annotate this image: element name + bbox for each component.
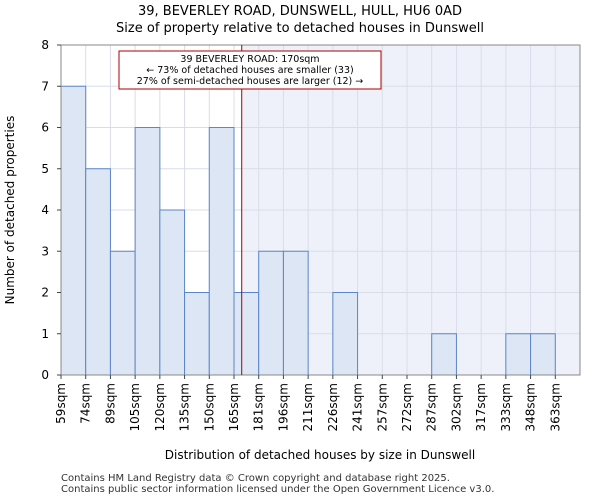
y-tick-label: 5 (41, 162, 49, 176)
y-tick-label: 3 (41, 244, 49, 258)
x-tick-label: 348sqm (524, 383, 538, 431)
x-tick-label: 211sqm (301, 383, 315, 431)
axes-group: 0 1 2 3 4 5 6 7 8 59sqm 74sqm 89sqm 105sqm 120sqm 135s… (41, 38, 581, 431)
chart-title-block: 39, BEVERLEY ROAD, DUNSWELL, HULL, HU6 0… (0, 3, 600, 37)
histogram-bar (184, 292, 210, 376)
x-tick-label: 226sqm (326, 383, 340, 431)
x-tick-label: 89sqm (103, 383, 117, 424)
x-tick-label: 241sqm (351, 383, 365, 431)
x-tick-label: 272sqm (400, 383, 414, 431)
x-tick-label: 74sqm (79, 383, 93, 424)
annotation-line: ← 73% of detached houses are smaller (33… (146, 65, 353, 76)
y-axis-label: Number of detached properties (3, 116, 17, 305)
histogram-bar (60, 85, 87, 376)
histogram-bar (505, 333, 532, 376)
histogram-bar (85, 168, 111, 376)
x-tick-label: 59sqm (54, 383, 68, 424)
footer: Contains HM Land Registry data © Crown c… (61, 473, 494, 495)
x-axis-label: Distribution of detached houses by size … (165, 448, 475, 462)
histogram-bar (208, 127, 235, 376)
x-tick-label: 105sqm (128, 383, 142, 431)
x-tick-label: 287sqm (425, 383, 439, 431)
histogram-bar (258, 250, 284, 376)
x-tick-label: 135sqm (178, 383, 192, 431)
y-tick-label: 1 (41, 327, 49, 341)
y-tick-label: 6 (41, 121, 49, 135)
histogram-bar (332, 292, 359, 376)
x-tick-label: 317sqm (474, 383, 488, 431)
y-tick-label: 0 (41, 368, 49, 382)
histogram-bar (109, 250, 136, 376)
y-tick-label: 8 (41, 38, 49, 52)
x-tick-label: 257sqm (375, 383, 389, 431)
y-tick-label: 7 (41, 79, 49, 93)
histogram-bar (159, 209, 186, 376)
x-tick-label: 363sqm (548, 383, 562, 431)
x-tick-label: 120sqm (153, 383, 167, 431)
y-tick-label: 4 (41, 203, 49, 217)
chart-subtitle: Size of property relative to detached ho… (116, 21, 484, 36)
footer-line-1: Contains HM Land Registry data © Crown c… (61, 473, 450, 484)
x-tick-label: 181sqm (252, 383, 266, 431)
marker-group: 39 BEVERLEY ROAD: 170sqm← 73% of detache… (118, 45, 382, 375)
annotation-box (118, 50, 382, 90)
histogram-bar (233, 292, 260, 376)
chart-title: 39, BEVERLEY ROAD, DUNSWELL, HULL, HU6 0… (137, 4, 463, 19)
x-tick-label: 150sqm (202, 383, 216, 431)
histogram-bar (134, 127, 161, 376)
x-tick-label: 196sqm (276, 383, 290, 431)
footer-line-2: Contains public sector information licen… (61, 484, 495, 495)
annotation-line: 39 BEVERLEY ROAD: 170sqm (180, 54, 319, 65)
x-tick-label: 333sqm (499, 383, 513, 431)
histogram-bar (282, 250, 309, 376)
x-tick-label: 302sqm (449, 383, 463, 431)
histogram-bar (431, 333, 457, 376)
x-tick-label: 165sqm (227, 383, 241, 431)
histogram-bar (530, 333, 556, 376)
bars-group (60, 85, 556, 376)
y-tick-label: 2 (41, 286, 49, 300)
annotation-line: 27% of semi-detached houses are larger (… (137, 76, 364, 87)
